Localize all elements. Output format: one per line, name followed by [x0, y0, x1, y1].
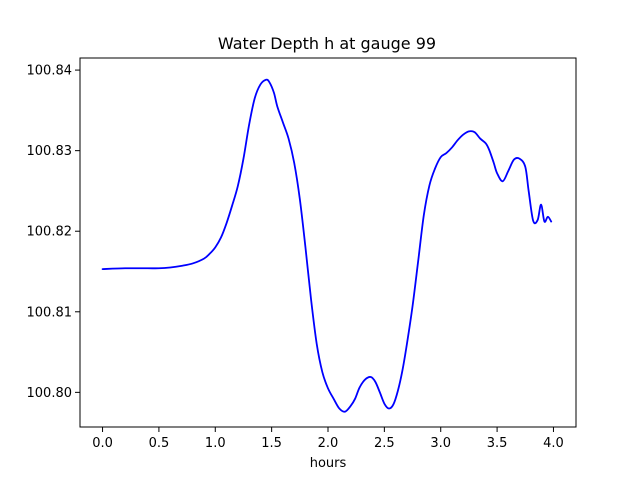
series-line	[101, 78, 553, 413]
x-tick-label: 0.0	[92, 436, 113, 451]
x-tick-label: 2.5	[374, 436, 395, 451]
x-tick-label: 1.0	[205, 436, 226, 451]
y-tick-label: 100.81	[27, 305, 73, 320]
y-tick-label: 100.80	[27, 386, 73, 401]
plot-frame	[79, 57, 577, 428]
plot-area	[101, 78, 553, 413]
x-tick-label: 0.5	[149, 436, 170, 451]
y-axis: 100.80 100.81 100.82 100.83 100.84	[27, 64, 80, 401]
x-tick-label: 1.5	[261, 436, 282, 451]
x-tick-label: 2.0	[318, 436, 339, 451]
y-tick-label: 100.82	[27, 225, 73, 240]
x-tick-label: 3.5	[487, 436, 508, 451]
x-axis-label: hours	[310, 456, 347, 471]
x-tick-label: 3.0	[430, 436, 451, 451]
y-tick-label: 100.84	[27, 64, 73, 79]
x-axis: 0.0 0.5 1.0 1.5 2.0 2.5 3.0 3.5 4.0	[92, 427, 564, 451]
y-tick-label: 100.83	[27, 144, 73, 159]
x-tick-label: 4.0	[543, 436, 564, 451]
chart-title: Water Depth h at gauge 99	[218, 34, 436, 53]
